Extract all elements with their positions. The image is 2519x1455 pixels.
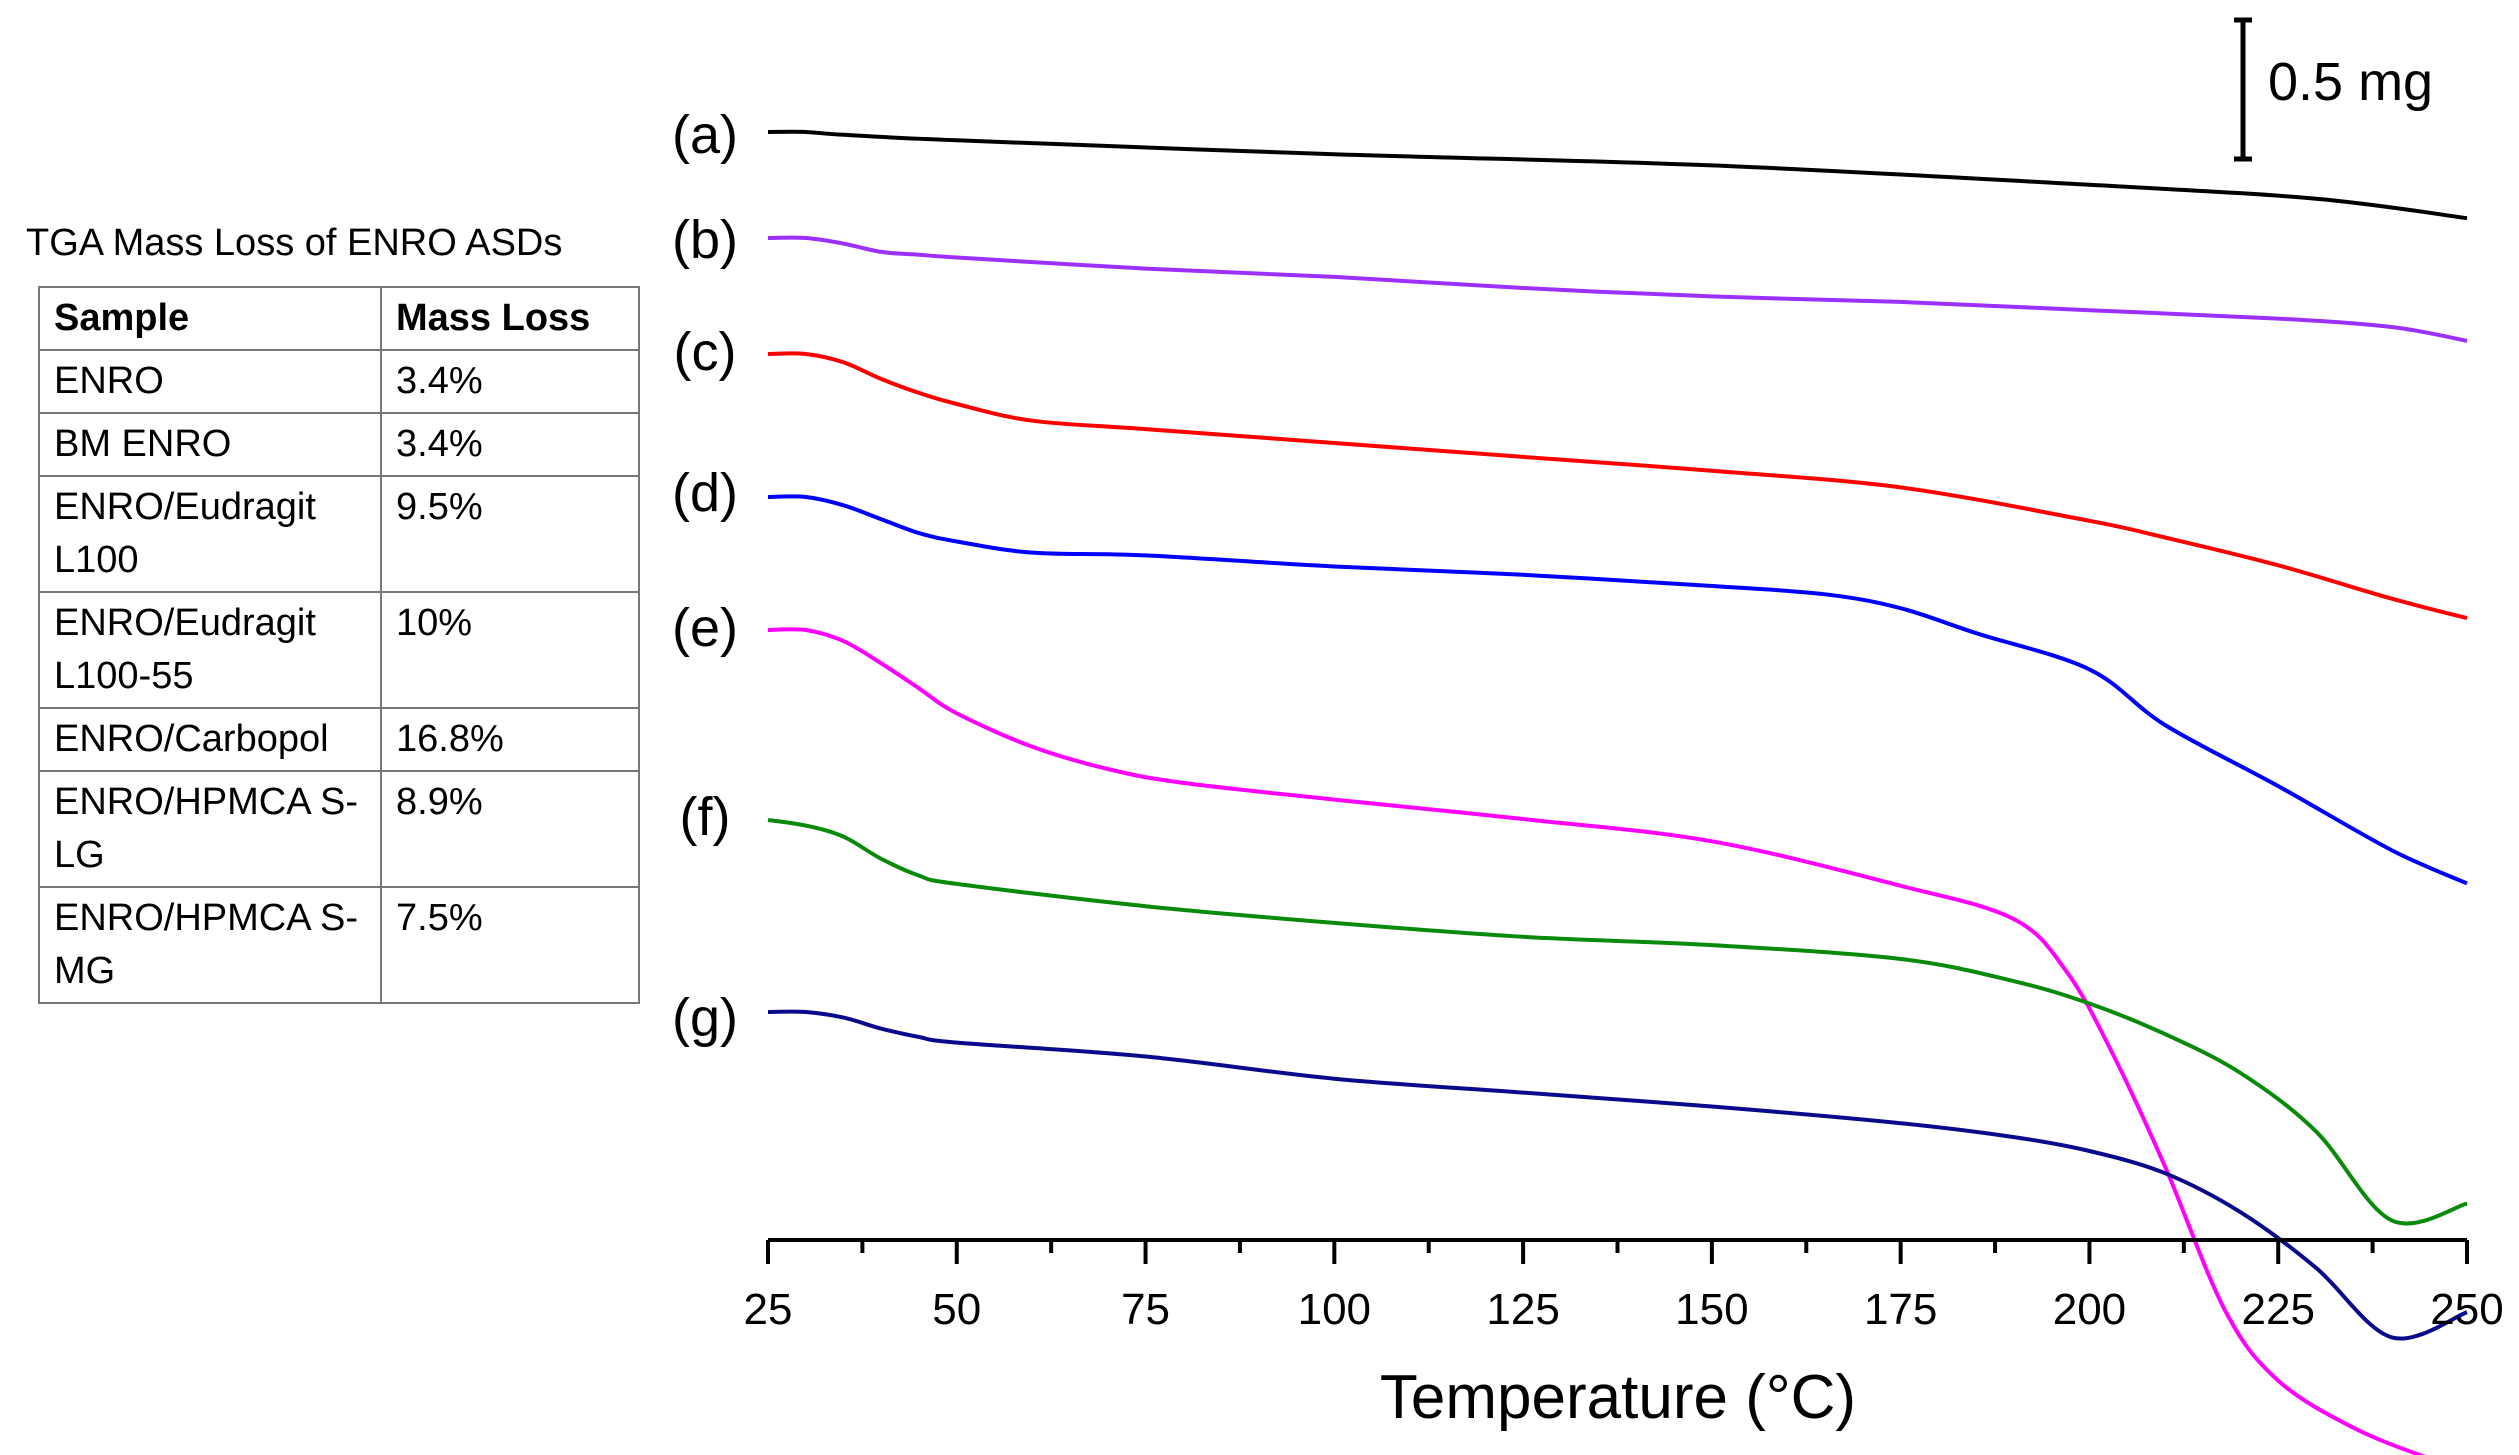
series-label-a: (a) xyxy=(672,105,738,165)
cell-sample: ENRO/HPMCA S-LG xyxy=(38,770,382,888)
cell-mass-loss: 9.5% xyxy=(380,475,640,593)
cell-mass-loss: 16.8% xyxy=(380,707,640,772)
table-header-row: Sample Mass Loss xyxy=(38,286,640,351)
cell-mass-loss: 7.5% xyxy=(380,886,640,1004)
series-line-d xyxy=(767,494,2468,886)
scale-bar-label: 0.5 mg xyxy=(2268,52,2433,112)
mass-loss-table: Sample Mass Loss ENRO 3.4% BM ENRO 3.4% ENRO… xyxy=(38,286,640,1004)
x-tick-label: 250 xyxy=(2430,1285,2503,1334)
header-sample: Sample xyxy=(38,286,382,351)
table-row: ENRO 3.4% xyxy=(38,349,640,414)
series-label-b: (b) xyxy=(672,210,738,270)
x-axis-title: Temperature (°C) xyxy=(1380,1363,1856,1432)
table-row: ENRO/Eudragit L100 9.5% xyxy=(38,475,640,593)
cell-sample: ENRO/Eudragit L100-55 xyxy=(38,591,382,709)
x-tick-label: 200 xyxy=(2053,1285,2126,1334)
header-mass-loss: Mass Loss xyxy=(380,286,640,351)
table-row: ENRO/HPMCA S-MG 7.5% xyxy=(38,886,640,1004)
cell-mass-loss: 3.4% xyxy=(380,412,640,477)
x-tick-label: 150 xyxy=(1675,1285,1748,1334)
x-tick-label: 225 xyxy=(2242,1285,2315,1334)
cell-sample: BM ENRO xyxy=(38,412,382,477)
series-line-e xyxy=(767,627,2426,1455)
series-label-d: (d) xyxy=(672,463,738,523)
x-tick-label: 50 xyxy=(932,1285,981,1334)
table-title: TGA Mass Loss of ENRO ASDs xyxy=(26,222,563,264)
cell-mass-loss: 3.4% xyxy=(380,349,640,414)
series-label-g: (g) xyxy=(672,988,738,1048)
series-label-f: (f) xyxy=(680,787,731,847)
series-label-e: (e) xyxy=(672,598,738,658)
series-line-c xyxy=(767,351,2468,621)
x-axis: 25 50 75 100 125 150 175 200 225 250 xyxy=(744,1238,2504,1334)
cell-sample: ENRO xyxy=(38,349,382,414)
cell-sample: ENRO/HPMCA S-MG xyxy=(38,886,382,1004)
table-body: ENRO 3.4% BM ENRO 3.4% ENRO/Eudragit L100 9.5… xyxy=(38,349,640,1004)
series-labels-group: (a) (b) (c) (d) (e) (f) (g) xyxy=(672,105,738,1048)
series-line-g xyxy=(767,1009,2468,1341)
cell-sample: ENRO/Eudragit L100 xyxy=(38,475,382,593)
table-row: ENRO/Carbopol 16.8% xyxy=(38,707,640,772)
table-row: ENRO/Eudragit L100-55 10% xyxy=(38,591,640,709)
x-tick-label: 125 xyxy=(1486,1285,1559,1334)
x-tick-label: 175 xyxy=(1864,1285,1937,1334)
series-line-a xyxy=(767,129,2468,221)
curves-group xyxy=(767,129,2468,1455)
cell-sample: ENRO/Carbopol xyxy=(38,707,382,772)
series-label-c: (c) xyxy=(674,322,737,382)
scale-bar: 0.5 mg xyxy=(2234,17,2433,162)
cell-mass-loss: 10% xyxy=(380,591,640,709)
cell-mass-loss: 8.9% xyxy=(380,770,640,888)
table-row: ENRO/HPMCA S-LG 8.9% xyxy=(38,770,640,888)
x-tick-label: 100 xyxy=(1298,1285,1371,1334)
series-line-b xyxy=(767,235,2468,343)
x-tick-label: 75 xyxy=(1121,1285,1170,1334)
series-line-f xyxy=(767,818,2468,1226)
x-tick-label: 25 xyxy=(744,1285,793,1334)
table-row: BM ENRO 3.4% xyxy=(38,412,640,477)
